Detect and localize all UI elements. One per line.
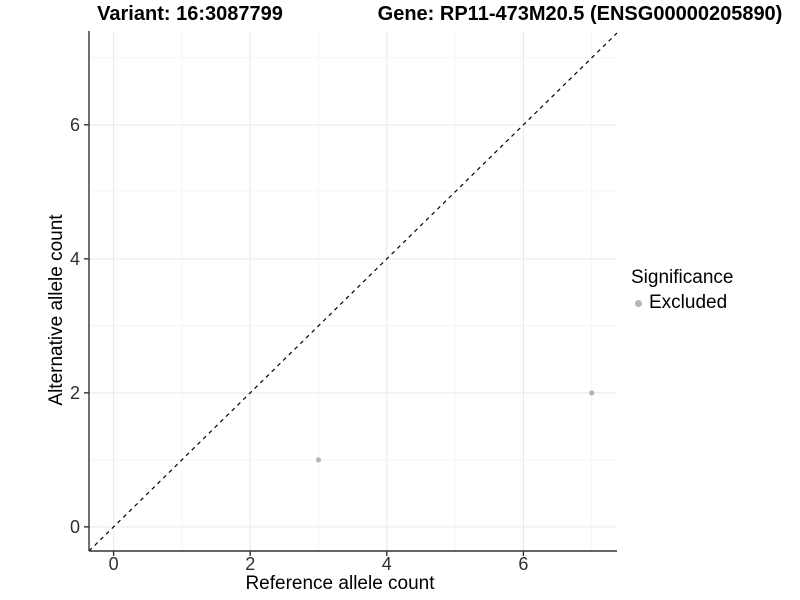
minor-gridlines <box>89 31 617 551</box>
legend: Significance Excluded <box>631 267 733 314</box>
y-tick-label: 4 <box>70 249 80 269</box>
x-tick-label: 4 <box>382 554 392 574</box>
legend-item-excluded: Excluded <box>631 292 733 314</box>
major-gridlines <box>89 31 617 551</box>
x-tick-label: 0 <box>109 554 119 574</box>
variant-title: Variant: 16:3087799 <box>97 3 283 25</box>
x-tick-label: 2 <box>245 554 255 574</box>
x-axis-title: Reference allele count <box>245 573 435 594</box>
data-point <box>589 390 595 396</box>
gene-title: Gene: RP11-473M20.5 (ENSG00000205890) <box>377 3 783 25</box>
excluded-point-icon <box>634 299 642 307</box>
y-tick-label: 0 <box>70 517 80 537</box>
legend-item-label: Excluded <box>649 292 728 313</box>
tick-marks: 0 2 4 6 0 2 4 6 <box>70 115 528 574</box>
x-tick-label: 6 <box>518 554 528 574</box>
y-tick-label: 6 <box>70 115 80 135</box>
legend-title: Significance <box>631 267 734 288</box>
identity-dashed-line <box>88 32 618 552</box>
y-tick-label: 2 <box>70 383 80 403</box>
data-points <box>315 390 595 463</box>
legend-key <box>631 299 645 307</box>
y-axis-title: Alternative allele count <box>46 214 67 406</box>
data-point <box>315 457 322 463</box>
